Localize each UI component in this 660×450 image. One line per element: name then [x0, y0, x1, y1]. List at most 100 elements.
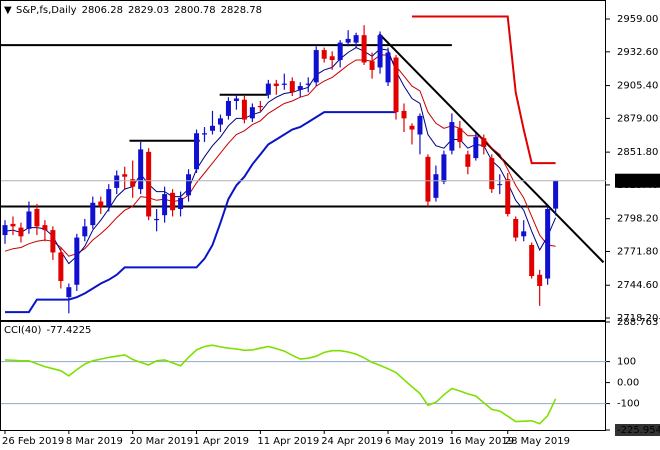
candle-body — [178, 197, 184, 209]
candle-body — [154, 218, 160, 221]
candle-body — [449, 122, 455, 151]
header-arrow: ▼ — [4, 5, 12, 16]
candle-body — [217, 118, 223, 125]
candle-body — [481, 138, 487, 147]
price-label: 2828.78 — [617, 176, 658, 187]
y-tick-label: 2905.40 — [617, 81, 658, 92]
candle-body — [497, 184, 503, 186]
candle-body — [26, 211, 32, 229]
candle-body — [345, 38, 351, 43]
candle-body — [225, 100, 231, 116]
candle-body — [393, 57, 399, 113]
candle-body — [122, 174, 128, 177]
candle-body — [138, 149, 144, 190]
cci-line — [4, 344, 557, 425]
candle-body — [209, 125, 215, 131]
candle-body — [194, 133, 200, 170]
candle-body — [553, 180, 559, 209]
candle-body — [329, 56, 335, 60]
x-tick-label: 16 May 2019 — [449, 436, 514, 447]
y-tick-label: 0.00 — [617, 378, 639, 389]
candle-body — [513, 218, 519, 238]
candle-body — [489, 158, 495, 190]
y-tick-label: 288.7637 — [617, 317, 660, 328]
candle-body — [369, 61, 375, 70]
candle-body — [353, 35, 359, 43]
candle-body — [433, 174, 439, 198]
candle-body — [321, 50, 327, 59]
candle-body — [465, 154, 471, 167]
candle-body — [473, 136, 479, 159]
candle-body — [2, 225, 8, 236]
candle-body — [281, 83, 287, 85]
candle-body — [162, 194, 168, 216]
candle-body — [417, 115, 423, 135]
price-pane — [0, 0, 606, 321]
candle-body — [106, 189, 112, 207]
indicator-line — [4, 47, 557, 265]
header-low: 2800.78 — [174, 5, 215, 16]
x-tick-label: 8 Mar 2019 — [66, 436, 123, 447]
price-plot — [0, 15, 605, 314]
candle-body — [425, 156, 431, 202]
header-open: 2806.28 — [82, 5, 123, 16]
candle-body — [34, 208, 40, 227]
header: S&P,fs,Daily 2806.28 2829.03 2800.78 282… — [16, 5, 262, 16]
y-tick-label: 2959.00 — [617, 14, 658, 25]
candle-body — [114, 175, 120, 188]
y-tick-label: 2798.20 — [617, 214, 658, 225]
cci-plot — [4, 344, 557, 425]
candle-body — [170, 192, 176, 211]
candle-body — [537, 274, 543, 286]
candle-body — [233, 98, 239, 101]
candle-body — [146, 151, 152, 217]
candle-body — [98, 201, 104, 207]
candle-body — [186, 174, 192, 196]
x-tick-label: 26 Feb 2019 — [2, 436, 64, 447]
candle-body — [249, 107, 255, 119]
y-tick-label: 2718.20 — [617, 313, 658, 324]
cci-value: -77.4225 — [46, 325, 91, 336]
candle-body — [441, 154, 447, 182]
y-tick-label: 2932.60 — [617, 47, 658, 58]
candle-body — [289, 81, 295, 93]
candle-body — [273, 83, 279, 87]
x-tick-label: 11 Apr 2019 — [257, 436, 319, 447]
candle-body — [385, 52, 391, 83]
x-tick-label: 24 Apr 2019 — [321, 436, 383, 447]
indicator-line — [4, 54, 556, 257]
indicator-line — [5, 111, 396, 314]
symbol-title: S&P,fs,Daily — [16, 5, 77, 16]
cci-pane — [0, 321, 606, 431]
candle-body — [401, 110, 407, 119]
candle-body — [457, 128, 463, 142]
candle-body — [130, 179, 136, 187]
candle-body — [305, 83, 311, 85]
candle-body — [82, 226, 88, 237]
candle-body — [90, 202, 96, 226]
candle-body — [50, 230, 56, 253]
cci-title: CCI(40) — [4, 325, 42, 336]
candle-body — [265, 83, 271, 95]
candle-body — [297, 86, 303, 90]
candle-body — [257, 105, 263, 108]
candle-body — [361, 35, 367, 63]
candle-body — [505, 179, 511, 214]
y-tick-label: -225.9549 — [617, 425, 660, 436]
y-tick-label: 100 — [617, 357, 636, 368]
candle-body — [74, 237, 80, 285]
header-high: 2829.03 — [128, 5, 169, 16]
x-tick-label: 28 May 2019 — [505, 436, 570, 447]
price-box — [615, 173, 660, 188]
candle-body — [66, 287, 72, 298]
x-tick-label: 20 Mar 2019 — [130, 436, 193, 447]
candle-body — [337, 42, 343, 60]
candle-body — [202, 133, 207, 135]
candle-body — [58, 252, 64, 282]
y-tick-box — [615, 424, 660, 436]
candle-body — [10, 223, 16, 227]
y-tick-label: 2744.60 — [617, 280, 658, 291]
candle-body — [529, 245, 535, 277]
y-tick-label: 2771.80 — [617, 246, 658, 257]
